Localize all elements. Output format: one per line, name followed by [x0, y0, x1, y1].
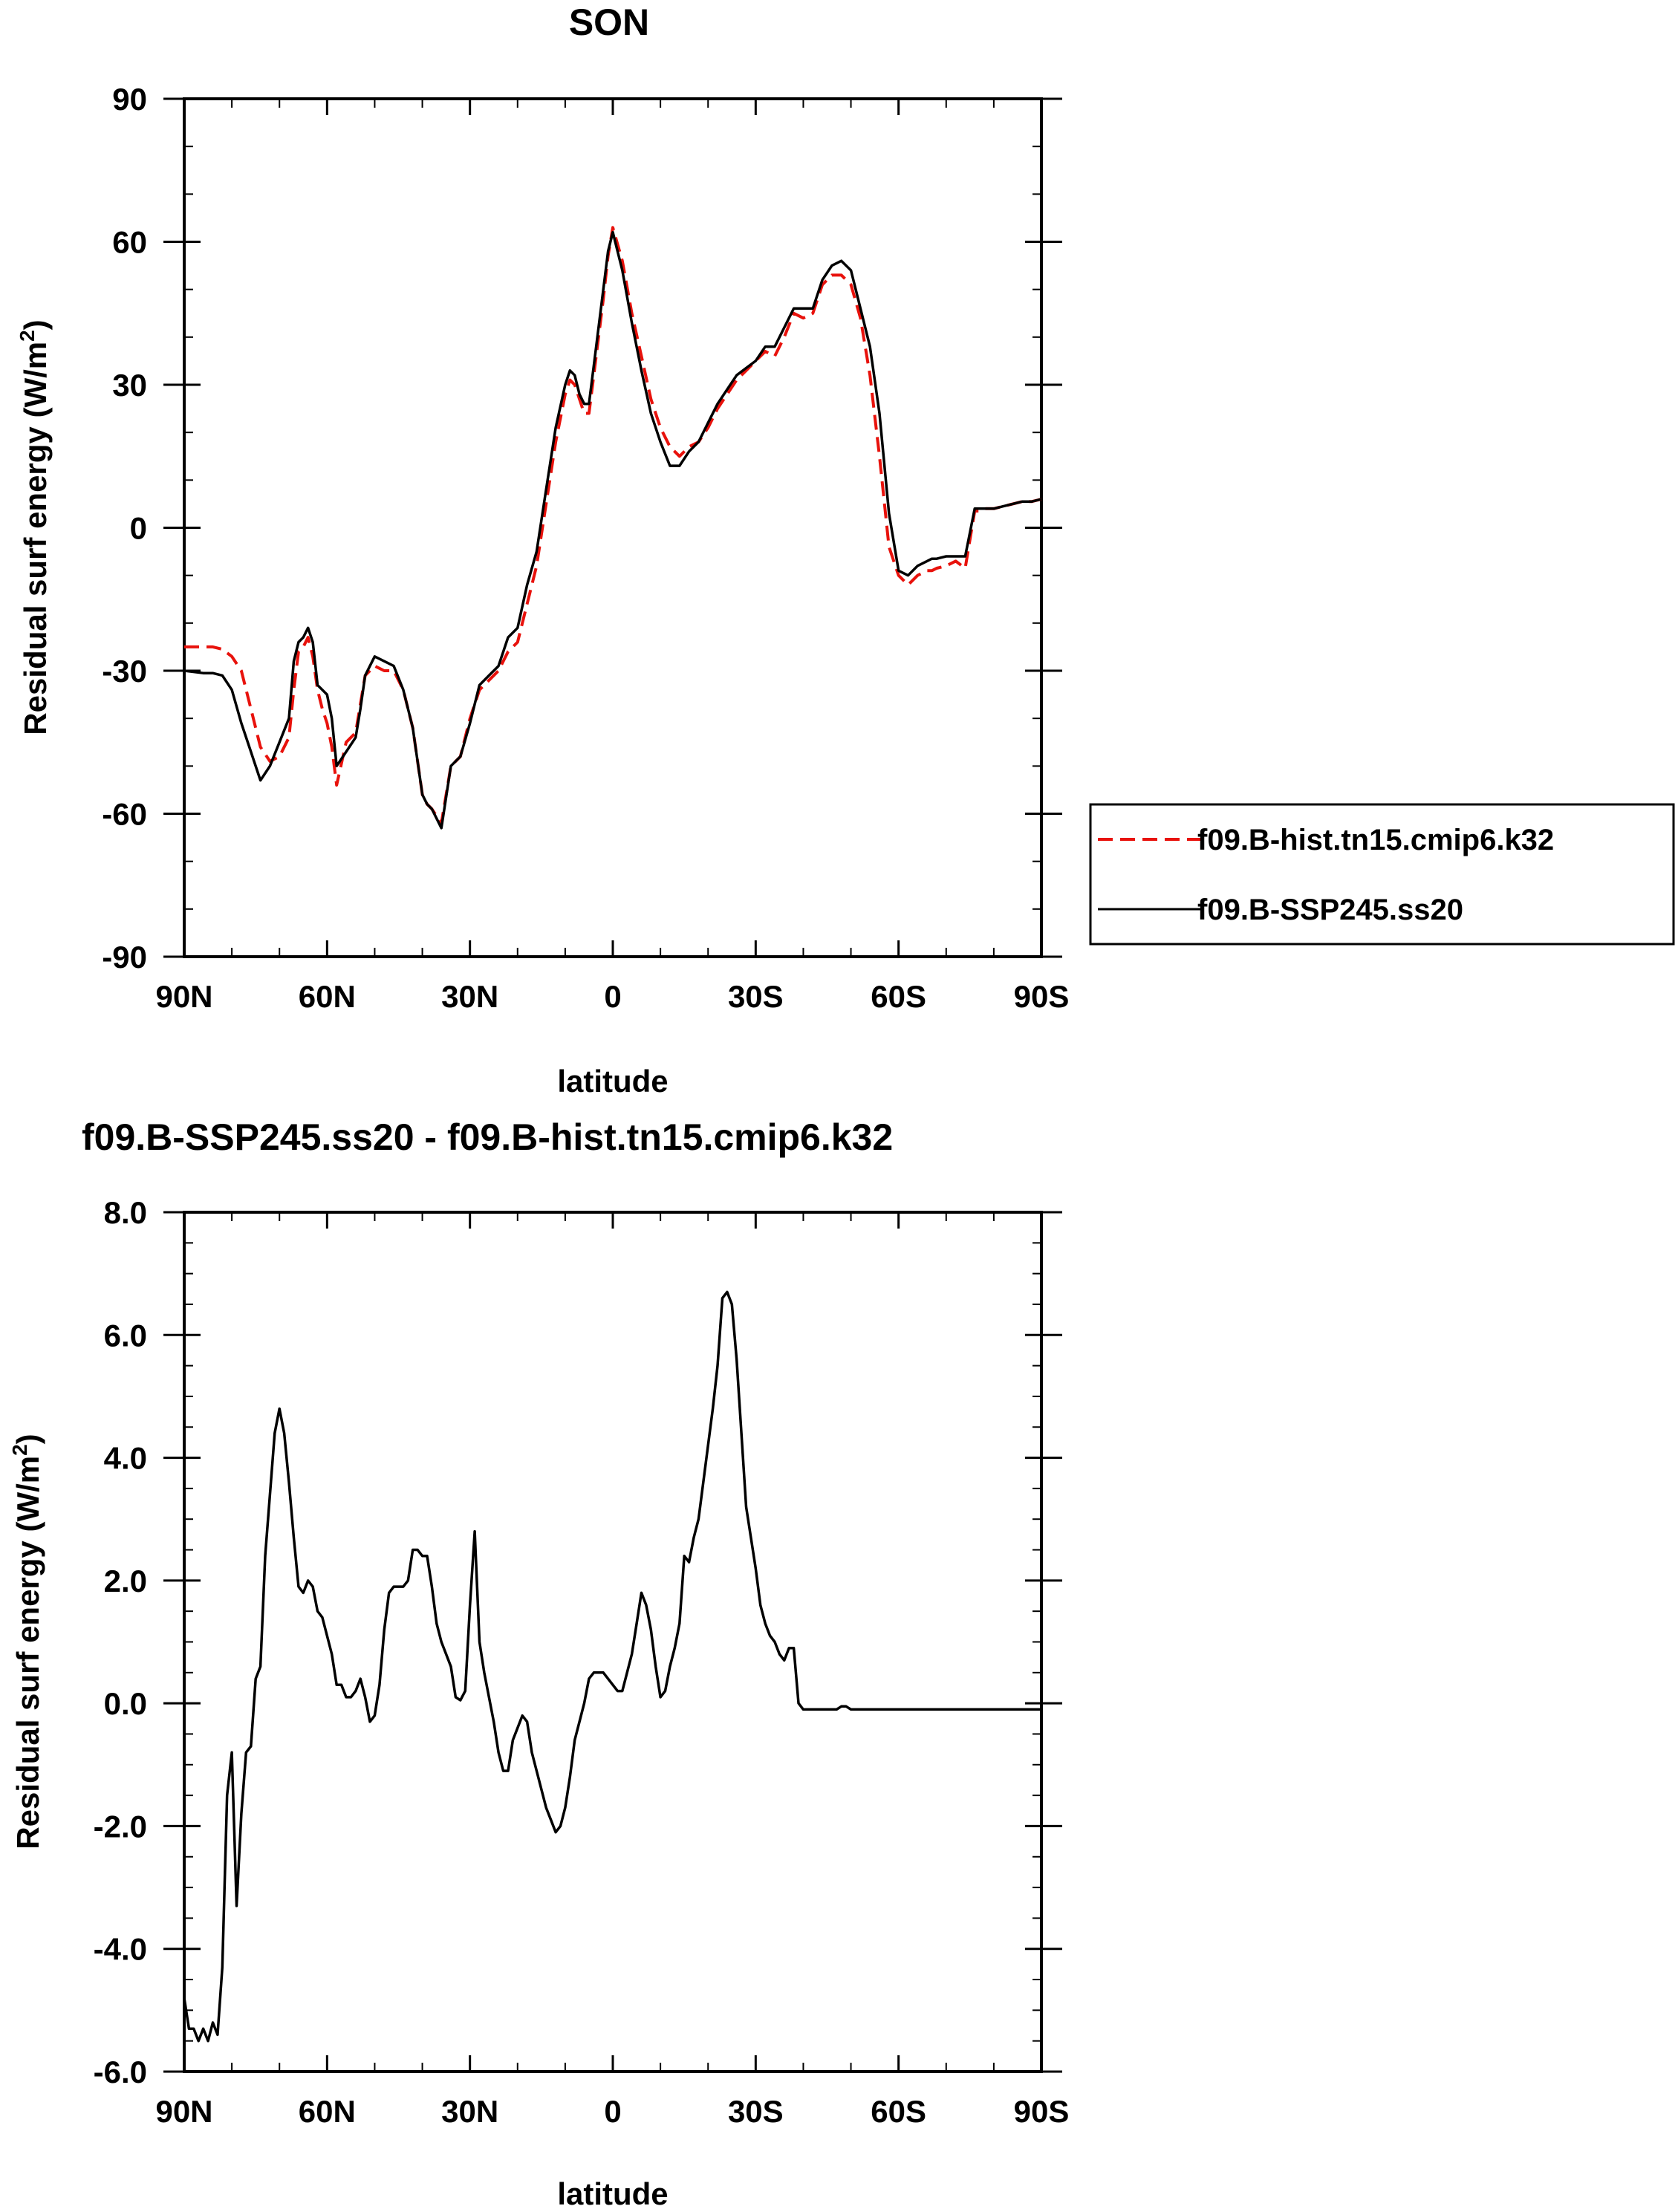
legend-label-ssp: f09.B-SSP245.ss20	[1197, 894, 1463, 926]
x-tick-label: 0	[604, 2094, 621, 2129]
y-tick-label: -2.0	[94, 1809, 147, 1844]
axis-ticks: 90N 60N 30N 0 30S 60S 90S -6.0 -4.0 -2.0 0.0 2.0 4.0…	[94, 1195, 1070, 2129]
x-tick-label: 30S	[728, 979, 784, 1014]
x-tick-label: 0	[604, 979, 621, 1014]
series-line-difference	[183, 1290, 1041, 2043]
x-tick-label: 60N	[299, 2094, 356, 2129]
chart-title: SON	[569, 1, 649, 43]
y-tick-label: 8.0	[104, 1195, 147, 1230]
x-axis-label: latitude	[557, 1064, 668, 1099]
y-tick-label: 4.0	[104, 1441, 147, 1476]
x-tick-label: 90N	[155, 2094, 212, 2129]
y-tick-label: 0.0	[104, 1686, 147, 1721]
x-axis-label: latitude	[557, 2176, 668, 2211]
y-tick-label: -6.0	[94, 2055, 147, 2089]
x-tick-label: 30N	[441, 2094, 498, 2129]
x-tick-label: 30N	[441, 979, 498, 1014]
y-tick-label: 6.0	[104, 1318, 147, 1353]
x-tick-label: 90S	[1014, 979, 1070, 1014]
legend-label-hist: f09.B-hist.tn15.cmip6.k32	[1197, 824, 1554, 856]
y-tick-label: 0	[130, 511, 147, 546]
y-axis-label: Residual surf energy (W/m2)	[8, 1434, 45, 1849]
x-tick-label: 30S	[728, 2094, 784, 2129]
panel-son: SON 90N 60N 30N 0 30S 60S 90S-90-60-300306090 …	[16, 1, 1675, 1099]
x-tick-label: 60S	[871, 979, 926, 1014]
y-tick-label: -90	[102, 940, 147, 975]
axis-ticks: 90N 60N 30N 0 30S 60S 90S -90 -60 -30 0 30 60 90	[102, 82, 1069, 1014]
y-tick-label: 2.0	[104, 1564, 147, 1598]
y-tick-label: 60	[112, 225, 147, 260]
series-line-hist	[184, 226, 1042, 825]
y-tick-label: -30	[102, 654, 147, 689]
y-axis-label: Residual surf energy (W/m2)	[16, 319, 53, 735]
y-tick-label: 90	[112, 82, 147, 117]
x-tick-label: 90N	[155, 979, 212, 1014]
legend-box	[1089, 803, 1675, 946]
x-tick-label: 60S	[871, 2094, 926, 2129]
chart-title: f09.B-SSP245.ss20 - f09.B-hist.tn15.cmip…	[82, 1116, 893, 1158]
series-group	[183, 1290, 1041, 2043]
legend: f09.B-hist.tn15.cmip6.k32 f09.B-SSP245.s…	[1089, 803, 1675, 946]
x-tick-label: 60N	[299, 979, 356, 1014]
y-tick-label: -4.0	[94, 1932, 147, 1967]
series-group	[183, 226, 1042, 830]
panel-difference: f09.B-SSP245.ss20 - f09.B-hist.tn15.cmip…	[8, 1116, 1069, 2211]
y-tick-label: 30	[112, 368, 147, 403]
plot-frame	[183, 1211, 1043, 2073]
series-line-ssp	[183, 230, 1042, 830]
y-tick-label: -60	[102, 797, 147, 832]
x-tick-label: 90S	[1014, 2094, 1070, 2129]
